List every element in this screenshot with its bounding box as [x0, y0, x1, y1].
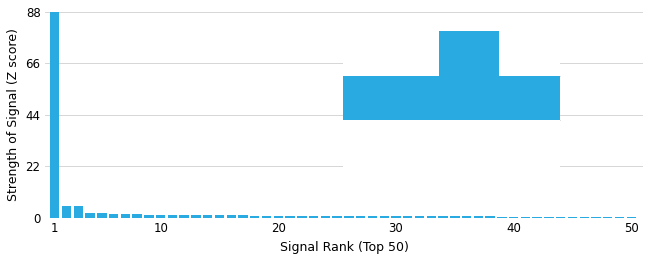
Bar	[556, 217, 566, 218]
Bar	[156, 215, 165, 218]
Bar	[109, 214, 118, 218]
Text: 1: 1	[358, 93, 365, 103]
Bar	[250, 216, 259, 218]
Bar	[144, 215, 153, 218]
Bar	[380, 216, 389, 218]
Bar	[627, 217, 636, 218]
Bar	[320, 216, 330, 218]
Text: G0S2: G0S2	[394, 137, 424, 147]
Text: 0.1: 0.1	[521, 181, 538, 191]
Text: 2: 2	[358, 137, 365, 147]
Text: 0.01: 0.01	[517, 137, 542, 147]
Text: 84.85: 84.85	[514, 93, 545, 103]
Text: 5.1: 5.1	[460, 181, 478, 191]
Bar	[121, 214, 130, 218]
Text: S score: S score	[507, 49, 552, 58]
Bar	[462, 216, 471, 218]
Bar	[133, 214, 142, 218]
Text: MYOD1: MYOD1	[389, 93, 429, 103]
Bar	[450, 216, 460, 218]
Bar	[391, 216, 400, 218]
Bar	[592, 217, 601, 218]
Bar	[521, 217, 530, 218]
Text: Z score: Z score	[446, 49, 492, 58]
X-axis label: Signal Rank (Top 50): Signal Rank (Top 50)	[280, 241, 409, 254]
Bar	[580, 217, 589, 218]
Text: Rank: Rank	[345, 49, 376, 58]
Bar	[368, 216, 377, 218]
Bar	[262, 216, 271, 218]
Text: 5.11: 5.11	[457, 137, 482, 147]
Bar	[203, 215, 213, 218]
Bar	[603, 217, 612, 218]
Bar	[50, 7, 60, 218]
Text: 3: 3	[358, 181, 365, 191]
Bar	[615, 217, 624, 218]
Bar	[438, 216, 448, 218]
Bar	[191, 215, 201, 218]
Bar	[73, 206, 83, 218]
Bar	[168, 215, 177, 218]
Bar	[426, 216, 436, 218]
Y-axis label: Strength of Signal (Z score): Strength of Signal (Z score)	[7, 28, 20, 201]
Bar	[567, 217, 577, 218]
Bar	[403, 216, 413, 218]
Bar	[344, 216, 354, 218]
Bar	[97, 213, 107, 218]
Bar	[62, 206, 72, 218]
Bar	[85, 213, 95, 218]
Bar	[285, 216, 295, 218]
Bar	[509, 217, 518, 218]
Bar	[474, 216, 483, 218]
Bar	[214, 215, 224, 218]
Bar	[239, 216, 248, 218]
Bar	[297, 216, 307, 218]
Bar	[544, 217, 554, 218]
Bar	[332, 216, 342, 218]
Bar	[274, 216, 283, 218]
Text: SH3BP1: SH3BP1	[387, 181, 430, 191]
Bar	[486, 216, 495, 218]
Bar	[179, 215, 189, 218]
Bar	[227, 215, 236, 218]
Bar	[415, 216, 424, 218]
Bar	[532, 217, 542, 218]
Text: Protein: Protein	[386, 49, 432, 58]
Text: 89.96: 89.96	[453, 93, 485, 103]
Bar	[497, 217, 506, 218]
Bar	[309, 216, 318, 218]
Bar	[356, 216, 365, 218]
